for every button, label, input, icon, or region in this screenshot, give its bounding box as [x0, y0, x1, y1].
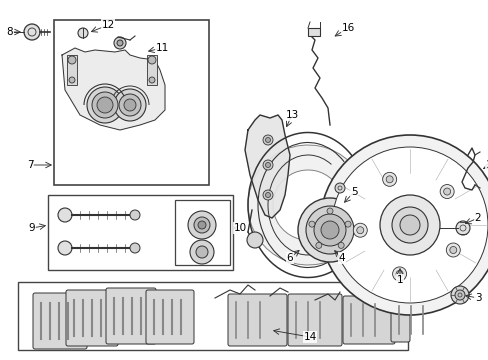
Circle shape — [78, 28, 88, 38]
Text: 5: 5 — [350, 187, 357, 197]
Circle shape — [190, 240, 214, 264]
Circle shape — [439, 185, 453, 199]
Circle shape — [97, 97, 113, 113]
Text: 2: 2 — [474, 213, 480, 223]
FancyBboxPatch shape — [227, 294, 286, 346]
Text: 6: 6 — [286, 253, 293, 263]
Text: 11: 11 — [155, 43, 168, 53]
Circle shape — [392, 267, 406, 281]
FancyBboxPatch shape — [106, 288, 156, 344]
Circle shape — [117, 40, 123, 46]
Circle shape — [449, 247, 456, 253]
Circle shape — [308, 221, 314, 227]
FancyBboxPatch shape — [342, 296, 394, 344]
Text: 1: 1 — [396, 275, 403, 285]
Circle shape — [68, 56, 76, 64]
Circle shape — [194, 217, 209, 233]
Text: 8: 8 — [7, 27, 13, 37]
Circle shape — [315, 242, 321, 248]
Text: 3: 3 — [474, 293, 480, 303]
Circle shape — [379, 195, 439, 255]
Circle shape — [58, 208, 72, 222]
Circle shape — [395, 270, 402, 278]
Circle shape — [446, 243, 459, 257]
Circle shape — [149, 77, 155, 83]
Circle shape — [130, 243, 140, 253]
Text: 12: 12 — [101, 20, 114, 30]
Circle shape — [198, 221, 205, 229]
Circle shape — [455, 221, 469, 235]
Circle shape — [265, 162, 270, 167]
Bar — [48, 195, 232, 270]
Text: 13: 13 — [285, 110, 298, 120]
Circle shape — [265, 138, 270, 143]
Text: 4: 4 — [338, 253, 345, 263]
Circle shape — [119, 94, 141, 116]
Circle shape — [87, 87, 123, 123]
Circle shape — [391, 207, 427, 243]
Bar — [307, 28, 319, 36]
Circle shape — [331, 147, 487, 303]
Circle shape — [326, 208, 332, 214]
Circle shape — [399, 215, 419, 235]
Circle shape — [263, 190, 272, 200]
FancyBboxPatch shape — [287, 294, 341, 346]
Circle shape — [69, 77, 75, 83]
Circle shape — [305, 206, 353, 254]
Text: 10: 10 — [233, 223, 246, 233]
Circle shape — [114, 37, 126, 49]
Text: 15: 15 — [485, 160, 488, 170]
Circle shape — [313, 214, 346, 246]
Polygon shape — [244, 115, 289, 218]
Circle shape — [334, 183, 345, 193]
FancyBboxPatch shape — [66, 290, 118, 346]
Circle shape — [319, 135, 488, 315]
Circle shape — [297, 198, 361, 262]
Circle shape — [386, 176, 392, 183]
Circle shape — [450, 286, 468, 304]
Circle shape — [114, 89, 146, 121]
Bar — [54, 20, 208, 185]
Circle shape — [263, 160, 272, 170]
Circle shape — [124, 99, 136, 111]
Circle shape — [196, 246, 207, 258]
Circle shape — [58, 241, 72, 255]
Bar — [175, 200, 229, 265]
Circle shape — [443, 188, 450, 195]
FancyBboxPatch shape — [33, 293, 87, 349]
Wedge shape — [247, 145, 350, 265]
Circle shape — [338, 242, 344, 248]
Circle shape — [382, 172, 396, 186]
Circle shape — [356, 227, 363, 234]
Polygon shape — [62, 48, 164, 130]
Circle shape — [345, 221, 350, 227]
Text: 14: 14 — [303, 332, 316, 342]
Text: 16: 16 — [341, 23, 354, 33]
Text: 9: 9 — [29, 223, 35, 233]
Bar — [67, 55, 77, 85]
Text: 7: 7 — [27, 160, 33, 170]
Bar — [147, 55, 157, 85]
Circle shape — [320, 221, 338, 239]
Circle shape — [148, 56, 156, 64]
Circle shape — [187, 211, 216, 239]
FancyBboxPatch shape — [390, 298, 409, 342]
Circle shape — [265, 193, 270, 198]
Circle shape — [352, 223, 366, 237]
Circle shape — [454, 290, 464, 300]
Circle shape — [24, 24, 40, 40]
Circle shape — [263, 135, 272, 145]
FancyBboxPatch shape — [146, 290, 194, 344]
Circle shape — [246, 232, 263, 248]
Circle shape — [92, 92, 118, 118]
Circle shape — [130, 210, 140, 220]
Bar — [18, 282, 407, 350]
